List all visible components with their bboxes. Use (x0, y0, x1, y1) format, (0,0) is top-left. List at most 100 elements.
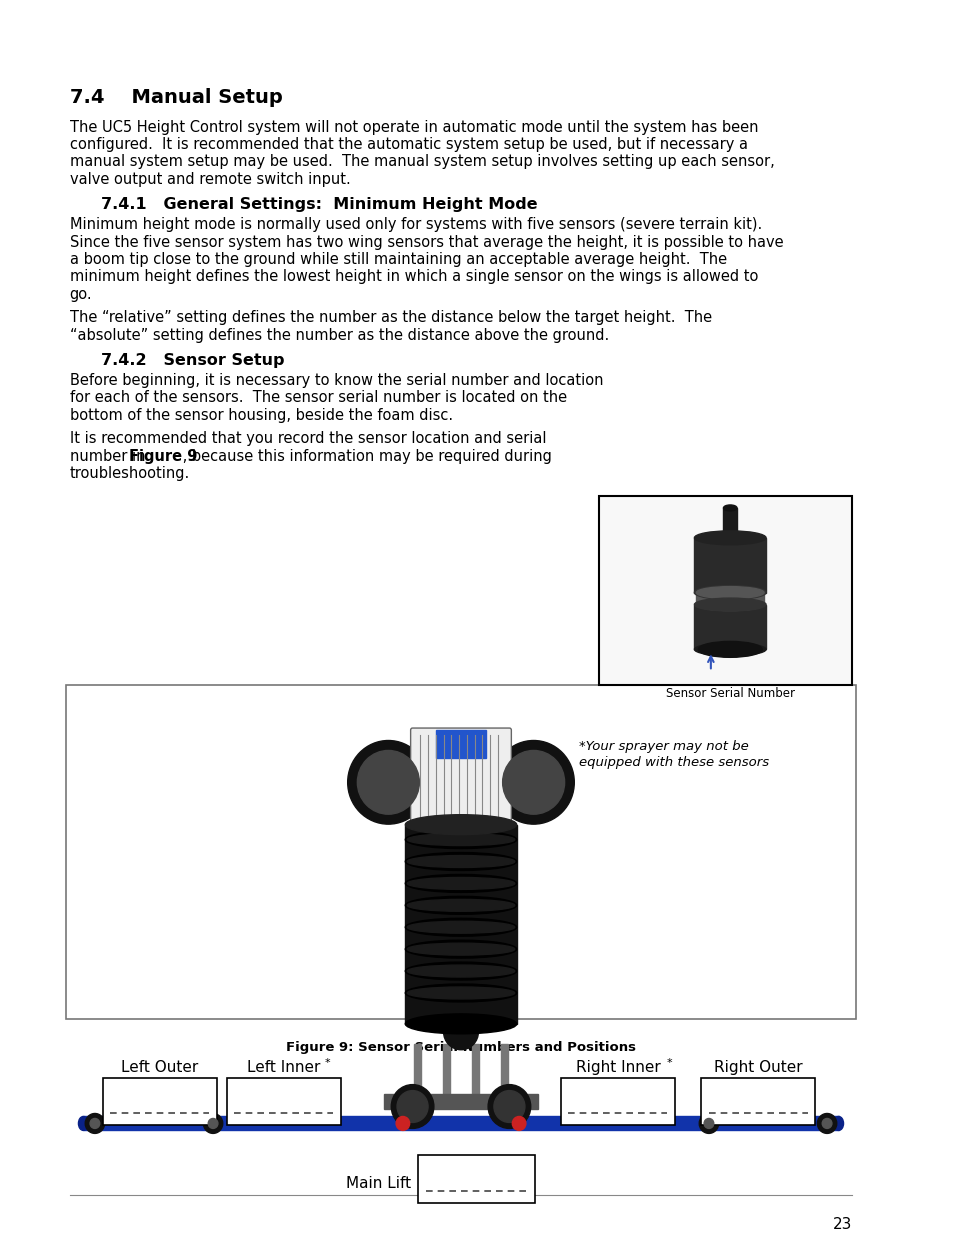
Text: a boom tip close to the ground while still maintaining an acceptable average hei: a boom tip close to the ground while sti… (70, 252, 726, 267)
Circle shape (391, 1084, 434, 1129)
Text: Figure 9: Sensor Serial Numbers and Positions: Figure 9: Sensor Serial Numbers and Posi… (286, 1041, 636, 1053)
Ellipse shape (407, 921, 515, 934)
Circle shape (85, 1114, 105, 1134)
Circle shape (493, 741, 574, 824)
Ellipse shape (696, 587, 763, 599)
Text: Minimum height mode is normally used only for systems with five sensors (severe : Minimum height mode is normally used onl… (70, 217, 761, 232)
Bar (83, 1116, 838, 1130)
Circle shape (502, 751, 564, 814)
Text: It is recommended that you record the sensor location and serial: It is recommended that you record the se… (70, 431, 546, 446)
Bar (227, 1078, 340, 1125)
Ellipse shape (407, 965, 515, 977)
FancyBboxPatch shape (410, 729, 511, 826)
Bar (413, 1044, 421, 1093)
Ellipse shape (405, 962, 517, 981)
Text: “absolute” setting defines the number as the distance above the ground.: “absolute” setting defines the number as… (70, 327, 608, 342)
Circle shape (699, 1114, 718, 1134)
Text: *: * (324, 1057, 330, 1068)
Circle shape (821, 1119, 831, 1129)
Text: 7.4.1   General Settings:  Minimum Height Mode: 7.4.1 General Settings: Minimum Height M… (101, 198, 537, 212)
Text: valve output and remote switch input.: valve output and remote switch input. (70, 172, 350, 186)
Text: configured.  It is recommended that the automatic system setup be used, but if n: configured. It is recommended that the a… (70, 137, 747, 152)
Ellipse shape (407, 944, 515, 955)
Ellipse shape (696, 599, 763, 610)
Ellipse shape (722, 505, 737, 511)
Text: 7.4    Manual Setup: 7.4 Manual Setup (70, 88, 282, 106)
Ellipse shape (405, 831, 517, 848)
Bar (696, 593, 763, 605)
Text: number in: number in (70, 448, 150, 463)
Ellipse shape (407, 834, 515, 846)
Text: manual system setup may be used.  The manual system setup involves setting up ea: manual system setup may be used. The man… (70, 154, 774, 169)
Text: Sensor Serial Number: Sensor Serial Number (665, 687, 794, 700)
Circle shape (512, 1116, 525, 1130)
Text: Since the five sensor system has two wing sensors that average the height, it is: Since the five sensor system has two win… (70, 235, 782, 249)
Bar (418, 1155, 534, 1203)
Circle shape (347, 741, 429, 824)
Ellipse shape (833, 1116, 842, 1130)
Ellipse shape (405, 940, 517, 958)
Ellipse shape (405, 897, 517, 914)
Ellipse shape (694, 585, 765, 599)
Text: bottom of the sensor housing, beside the foam disc.: bottom of the sensor housing, beside the… (70, 408, 453, 422)
Text: *: * (665, 1057, 671, 1068)
Text: Figure 9: Figure 9 (129, 448, 197, 463)
Text: Right Inner: Right Inner (575, 1060, 659, 1074)
Circle shape (494, 1091, 524, 1123)
Text: 23: 23 (832, 1216, 851, 1233)
Text: equipped with these sensors: equipped with these sensors (578, 756, 768, 769)
Bar (694, 537, 765, 593)
Ellipse shape (78, 1116, 88, 1130)
Text: , because this information may be required during: , because this information may be requir… (178, 448, 552, 463)
Ellipse shape (694, 598, 765, 611)
Circle shape (208, 1119, 217, 1129)
Bar (383, 1093, 537, 1109)
Ellipse shape (405, 874, 517, 893)
Ellipse shape (405, 984, 517, 1002)
Ellipse shape (407, 987, 515, 999)
Circle shape (396, 1091, 428, 1123)
Circle shape (817, 1114, 836, 1134)
Ellipse shape (407, 856, 515, 867)
Bar (598, 496, 851, 685)
Circle shape (395, 1116, 409, 1130)
Bar (500, 1044, 508, 1093)
Text: Left Inner: Left Inner (247, 1060, 320, 1074)
Ellipse shape (694, 531, 765, 545)
Text: for each of the sensors.  The sensor serial number is located on the: for each of the sensors. The sensor seri… (70, 390, 566, 405)
Circle shape (90, 1119, 100, 1129)
Text: go.: go. (70, 287, 92, 301)
Circle shape (443, 1014, 477, 1050)
Bar (405, 825, 517, 1024)
Bar (694, 605, 765, 650)
Text: *Your sprayer may not be: *Your sprayer may not be (578, 740, 748, 753)
Text: troubleshooting.: troubleshooting. (70, 466, 190, 482)
Bar (436, 730, 486, 758)
Circle shape (488, 1084, 530, 1129)
Bar (103, 1078, 216, 1125)
Bar (700, 1078, 815, 1125)
Circle shape (203, 1114, 222, 1134)
Text: Before beginning, it is necessary to know the serial number and location: Before beginning, it is necessary to kno… (70, 373, 602, 388)
Ellipse shape (694, 643, 765, 656)
Bar (66, 685, 855, 1019)
Text: Right Outer: Right Outer (713, 1060, 801, 1074)
Ellipse shape (405, 919, 517, 936)
Ellipse shape (698, 641, 761, 657)
Text: Left Outer: Left Outer (121, 1060, 198, 1074)
Ellipse shape (405, 815, 517, 835)
Bar (722, 508, 737, 537)
Ellipse shape (407, 899, 515, 911)
Bar (560, 1078, 675, 1125)
Ellipse shape (405, 1014, 517, 1034)
Text: 7.4.2   Sensor Setup: 7.4.2 Sensor Setup (101, 353, 284, 368)
Circle shape (703, 1119, 713, 1129)
Ellipse shape (407, 877, 515, 889)
Bar (442, 1044, 450, 1093)
Text: Main Lift: Main Lift (345, 1176, 410, 1191)
Text: The “relative” setting defines the number as the distance below the target heigh: The “relative” setting defines the numbe… (70, 310, 711, 325)
Text: minimum height defines the lowest height in which a single sensor on the wings i: minimum height defines the lowest height… (70, 269, 758, 284)
Circle shape (357, 751, 419, 814)
Text: The UC5 Height Control system will not operate in automatic mode until the syste: The UC5 Height Control system will not o… (70, 120, 758, 135)
Bar (471, 1044, 479, 1093)
